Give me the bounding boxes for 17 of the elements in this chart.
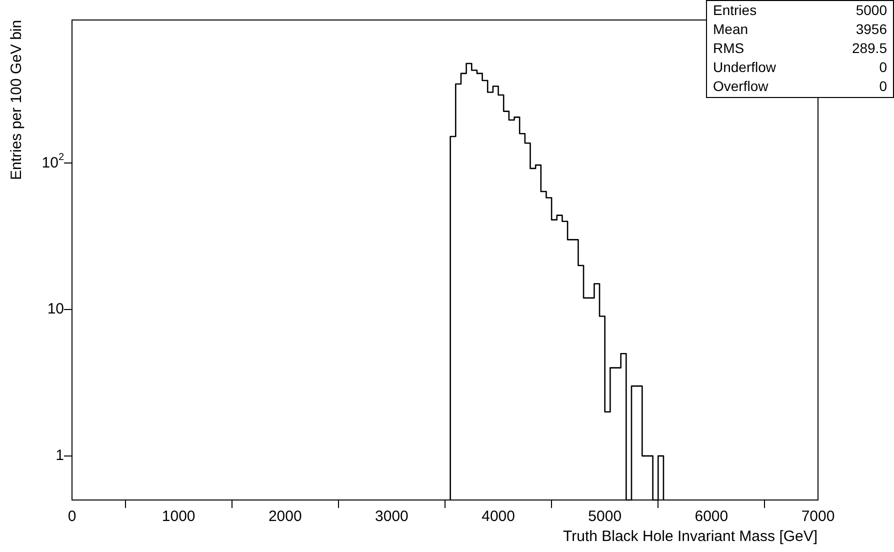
- text: Mean 3956: [713, 21, 887, 37]
- x-tick-label: 5000: [588, 508, 622, 526]
- text: RMS 289.5: [713, 40, 887, 56]
- x-tick-label: 3000: [375, 508, 408, 526]
- x-tick-label: 2000: [268, 508, 302, 526]
- x-tick-label: 6000: [694, 508, 728, 526]
- y-tick-label: 1: [56, 447, 64, 464]
- text: Overflow 0: [713, 78, 887, 94]
- text: Underflow 0: [713, 59, 887, 75]
- text: Entries 5000: [713, 2, 887, 18]
- y-tick-label: 10: [47, 300, 64, 318]
- y-axis-title: Entries per 100 GeV bin: [8, 20, 25, 180]
- x-tick-label: 4000: [482, 508, 515, 526]
- x-tick-label: 0: [68, 508, 76, 526]
- x-tick-label: 7000: [801, 508, 835, 526]
- x-tick-label: 1000: [162, 508, 196, 526]
- x-axis-title: Truth Black Hole Invariant Mass [GeV]: [563, 528, 818, 545]
